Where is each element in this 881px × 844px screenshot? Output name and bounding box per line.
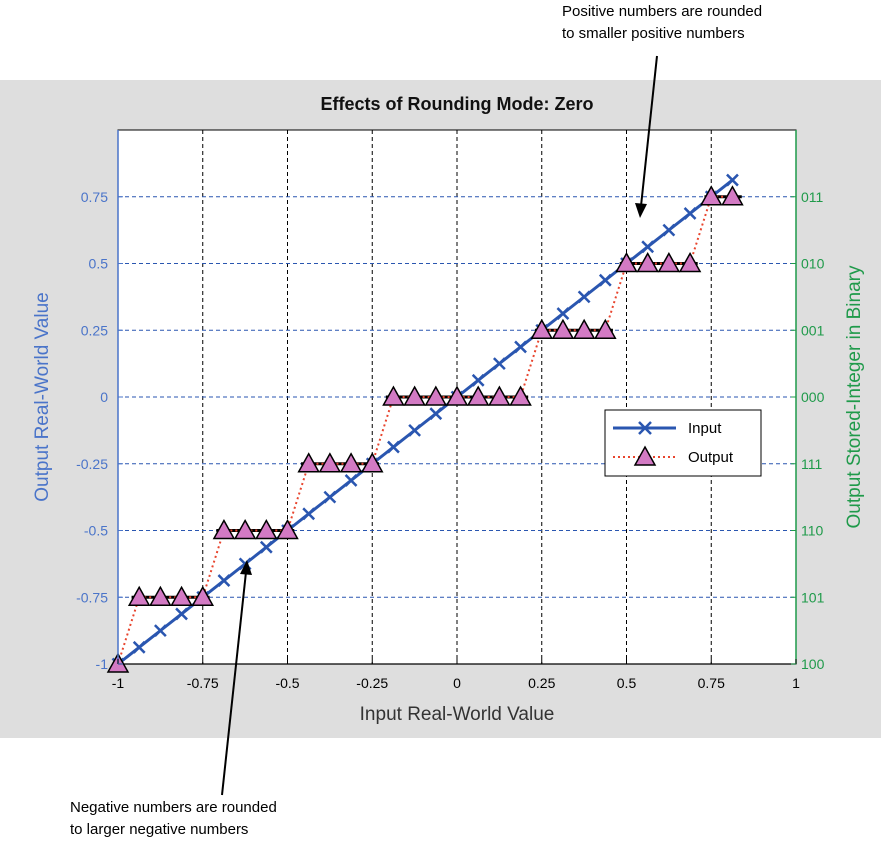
output-point — [424, 385, 448, 406]
output-point — [403, 385, 426, 406]
output-point — [339, 452, 363, 473]
y-tick-label-left: 0.75 — [81, 189, 108, 205]
output-point — [276, 518, 299, 540]
output-point — [678, 251, 702, 273]
y-tick-label-right: 110 — [801, 523, 824, 539]
output-point — [615, 251, 638, 273]
input-point — [577, 290, 591, 304]
negative-annotation-line2: to larger negative numbers — [70, 821, 248, 838]
output-point — [721, 185, 744, 206]
chart-title: Effects of Rounding Mode: Zero — [321, 94, 594, 114]
negative-annotation-arrow — [221, 560, 252, 796]
x-tick-label: -0.75 — [187, 675, 219, 691]
output-point — [127, 585, 151, 606]
y-tick-label-right: 101 — [801, 589, 825, 605]
y-tick-label-right: 011 — [801, 189, 824, 205]
output-point — [530, 318, 554, 339]
y-tick-label-left: -0.5 — [84, 523, 108, 539]
output-point — [255, 518, 278, 540]
output-point — [594, 318, 617, 339]
x-axis-label: Input Real-World Value — [360, 704, 555, 725]
output-point — [551, 318, 575, 339]
y-tick-label-right: 000 — [801, 389, 825, 405]
input-point — [556, 307, 570, 320]
x-tick-label: -0.25 — [356, 675, 388, 691]
negative-annotation-line1: Negative numbers are rounded — [70, 799, 277, 816]
input-point — [153, 624, 167, 638]
output-point — [170, 585, 193, 606]
x-tick-label: -1 — [112, 675, 125, 691]
y-tick-label-left: -1 — [96, 656, 109, 672]
y-tick-label-right: 100 — [801, 656, 825, 672]
output-point — [382, 385, 405, 406]
x-tick-label: 0 — [453, 675, 461, 691]
tick-labels: -1 -0.75 -0.5 -0.25 0 0.25 0.5 0.75 1 -1 100 -0.75 1… — [76, 189, 824, 691]
positive-annotation-line2: to smaller positive numbers — [562, 25, 745, 42]
input-point — [387, 440, 400, 454]
input-point — [175, 607, 188, 621]
x-tick-label: 0.75 — [698, 675, 725, 691]
y-tick-label-left: 0 — [100, 389, 108, 405]
y-axis-label-right: Output Stored-Integer in Binary — [844, 265, 865, 528]
output-point — [699, 185, 723, 206]
output-point — [318, 452, 342, 473]
output-point — [657, 251, 681, 273]
x-tick-label: 0.25 — [528, 675, 555, 691]
y-tick-label-left: 0.25 — [81, 322, 108, 338]
input-point — [471, 373, 485, 387]
input-point — [492, 357, 506, 371]
output-point — [466, 385, 490, 406]
input-point — [514, 340, 527, 354]
output-point — [636, 251, 659, 273]
legend: Input Output — [604, 409, 762, 477]
y-axis-label-left: Output Real-World Value — [32, 292, 53, 501]
y-tick-label-left: 0.5 — [89, 256, 109, 272]
legend-output-marker — [633, 445, 657, 466]
y-tick-label-left: -0.75 — [76, 589, 108, 605]
y-tick-label-right: 001 — [801, 322, 825, 338]
input-point — [683, 207, 697, 220]
x-tick-label: 1 — [792, 675, 800, 691]
y-tick-label-left: -0.25 — [76, 456, 108, 472]
input-point — [217, 574, 231, 587]
input-point — [344, 474, 358, 487]
input-point — [429, 407, 443, 421]
input-point — [259, 540, 273, 554]
input-point — [641, 240, 655, 254]
output-point — [572, 318, 596, 339]
x-tick-label: -0.5 — [275, 675, 299, 691]
legend-input-label: Input — [688, 420, 722, 437]
output-point — [509, 385, 532, 406]
input-point — [302, 507, 316, 521]
output-point — [191, 585, 215, 606]
input-point — [726, 173, 739, 187]
output-point — [233, 518, 257, 540]
output-point — [445, 385, 469, 406]
series — [106, 173, 744, 673]
output-point — [360, 452, 384, 473]
y-tick-label-right: 010 — [801, 256, 825, 272]
legend-box — [604, 409, 762, 477]
output-point — [297, 452, 320, 473]
legend-output-label: Output — [688, 449, 734, 466]
input-point — [132, 640, 146, 654]
positive-annotation-arrow — [635, 55, 658, 218]
positive-annotation-line1: Positive numbers are rounded — [562, 3, 762, 20]
legend-input-marker — [638, 421, 652, 435]
y-tick-label-right: 111 — [801, 456, 822, 472]
x-tick-label: 0.5 — [617, 675, 637, 691]
output-point — [488, 385, 511, 406]
output-point — [212, 518, 236, 540]
output-point — [149, 585, 172, 606]
input-point — [408, 423, 422, 437]
input-point — [323, 490, 337, 504]
input-point — [662, 223, 676, 237]
input-point — [598, 273, 612, 287]
